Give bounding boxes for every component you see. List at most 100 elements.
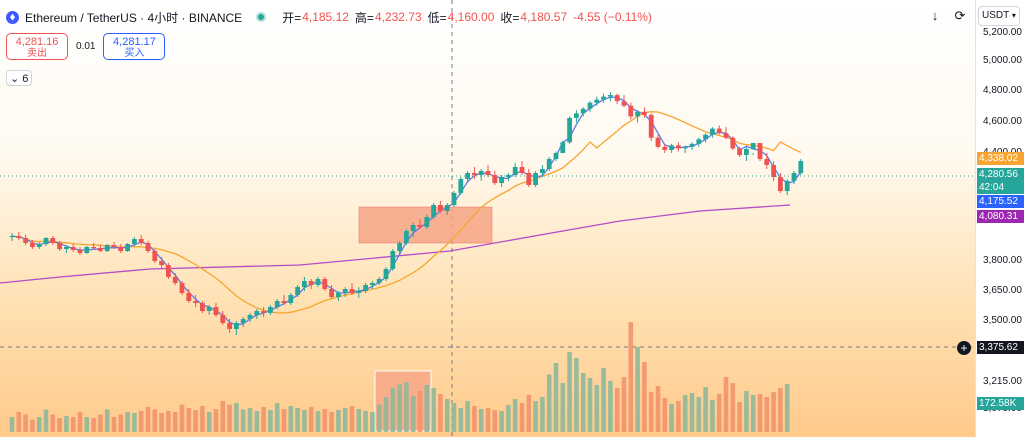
candle-body [472,173,477,175]
volume-bar [574,358,579,432]
candle-body [240,319,246,323]
buy-label: 买入 [124,48,145,59]
candle-body [465,173,470,179]
volume-bar [261,407,266,432]
symbol-title[interactable]: Ethereum / TetherUS · 4小时 · BINANCE [25,10,243,25]
volume-bar [771,392,776,432]
candle-body [451,193,457,205]
highlight-zone-volume [374,370,432,432]
low-label: 低= [427,10,447,25]
candle-body [213,307,219,315]
volume-bar [145,407,151,432]
candle-body [574,113,579,118]
candle-body [744,149,749,155]
ma-blue-price-label: 4,175.52 [977,195,1024,208]
candle-body [730,137,736,149]
volume-bar [132,413,137,432]
candle-body [77,250,83,253]
price-axis-tick: 3,215.00 [983,376,1022,387]
volume-bar [50,414,56,432]
add-alert-plus-icon[interactable]: + [957,341,971,355]
candle-body [179,283,185,293]
volume-bar [193,410,198,432]
volume-bar [336,410,341,432]
candle-body [519,167,525,173]
refresh-icon[interactable]: ⟳ [954,8,966,23]
volume-bar [458,408,464,432]
volume-bar [669,404,674,432]
candle-body [648,114,654,138]
volume-bar [315,411,321,432]
candle-body [64,247,69,249]
volume-bar [465,401,470,432]
candle-body [261,311,266,313]
currency-selector[interactable]: USDT ▾ [978,6,1020,26]
price-axis-tick: 3,800.00 [983,255,1022,266]
indicators-toggle[interactable]: ⌄ 6 [6,70,32,86]
volume-bar [172,412,178,432]
volume-bar [274,403,280,432]
volume-bar [628,322,634,432]
candle-body [152,251,158,261]
sell-button[interactable]: 4,281.16 卖出 [6,33,68,60]
candle-body [98,248,103,251]
candle-body [635,111,640,117]
price-axis-tick: 3,650.00 [983,285,1022,296]
candle-body [438,205,443,211]
volume-bar [451,403,457,432]
volume-bar [438,394,443,432]
volume-bar [621,377,627,432]
candle-body [390,251,396,269]
volume-bar [635,347,640,432]
candle-body [533,173,538,185]
volume-bar [478,409,484,432]
candle-body [91,247,96,249]
volume-bar [499,411,504,432]
candle-body [16,236,22,238]
candle-body [274,301,280,307]
volume-bar [424,385,430,432]
close-label: 收= [500,10,520,25]
candle-body [424,217,430,227]
volume-bar [57,418,62,432]
download-icon[interactable]: ↓ [931,8,939,23]
trade-buttons: 4,281.16 卖出 0.01 4,281.17 买入 [6,33,166,60]
high-label: 高= [354,10,374,25]
volume-bar [268,410,273,432]
volume-bar [43,409,49,432]
volume-bar [186,408,192,432]
candle-body [104,245,110,251]
candle-body [458,179,464,193]
volume-bar [485,408,491,432]
candle-body [138,239,144,243]
volume-bar [519,403,525,432]
currency-label: USDT [982,10,1010,21]
volume-bar [247,408,253,432]
volume-bar [410,396,416,432]
volume-bar [30,419,35,432]
market-status-icon[interactable] [256,12,267,22]
volume-bar [138,411,144,432]
volume-bar [23,414,28,432]
volume-bar [676,401,681,432]
candle-body [383,269,389,279]
volume-bar [580,373,586,432]
candle-body [336,293,341,297]
volume-bar [349,406,355,432]
sell-label: 卖出 [27,48,47,59]
candle-body [308,281,314,285]
volume-bar [227,404,232,432]
candle-body [370,283,375,285]
buy-button[interactable]: 4,281.17 买入 [103,33,166,60]
volume-bar [91,418,96,432]
candle-body [689,143,695,147]
candle-body [614,95,620,102]
candle-body [608,95,613,97]
ma-orange-line [11,111,802,314]
low-value: 4,160.00 [447,10,495,24]
candle-body [84,247,90,253]
candle-body [757,143,763,159]
ma-purple-line [0,204,791,284]
candle-body [254,311,260,315]
